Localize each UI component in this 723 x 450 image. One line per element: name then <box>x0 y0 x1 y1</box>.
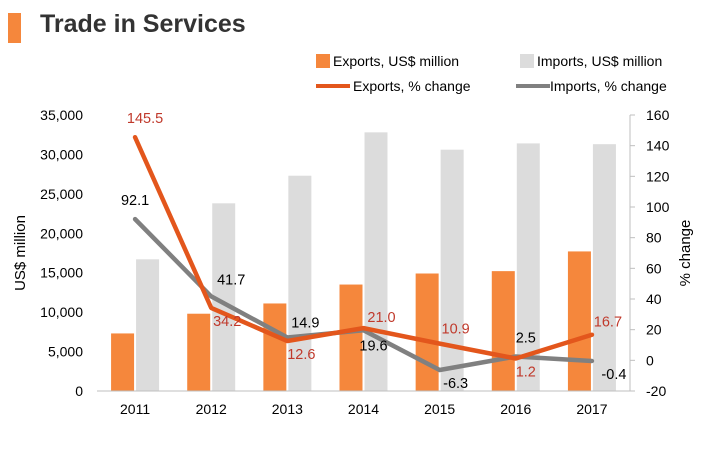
y-axis-title: US$ million <box>12 215 29 291</box>
bar-exports <box>187 313 211 391</box>
data-label-exports-pct: 34.2 <box>213 314 241 330</box>
data-label-imports-pct: 41.7 <box>217 272 245 288</box>
y-tick-label: 20,000 <box>40 225 83 241</box>
data-label-exports-pct: 12.6 <box>287 347 315 363</box>
legend-label-exports-bar: Exports, US$ million <box>333 53 459 69</box>
y2-tick-label: 40 <box>646 291 662 307</box>
legend-swatch-imports-bar <box>520 54 534 68</box>
y-tick-label: 35,000 <box>40 107 83 123</box>
bar-imports <box>592 144 616 391</box>
data-label-exports-pct: 145.5 <box>127 111 163 127</box>
x-tick-label: 2011 <box>120 401 150 417</box>
data-label-imports-pct: 14.9 <box>291 315 319 331</box>
y2-tick-label: 60 <box>646 260 662 276</box>
x-tick-label: 2014 <box>348 401 379 417</box>
legend-label-imports-line: Imports, % change <box>550 78 667 94</box>
bar-exports <box>567 251 591 391</box>
data-label-exports-pct: 10.9 <box>442 322 470 338</box>
y2-tick-label: 160 <box>646 107 670 123</box>
legend: Exports, US$ million Imports, US$ millio… <box>316 53 667 94</box>
bar-imports <box>212 203 236 391</box>
legend-label-imports-bar: Imports, US$ million <box>537 53 662 69</box>
x-tick-label: 2016 <box>500 401 531 417</box>
x-tick-label: 2012 <box>196 401 227 417</box>
y2-axis-title: % change <box>677 220 694 287</box>
data-label-exports-pct: 16.7 <box>594 315 622 331</box>
x-tick-label: 2017 <box>576 401 607 417</box>
y-tick-label: 0 <box>75 383 83 399</box>
data-label-exports-pct: 21.0 <box>367 310 395 326</box>
y2-tick-label: 120 <box>646 168 670 184</box>
y-tick-label: 30,000 <box>40 146 83 162</box>
data-label-exports-pct: 1.2 <box>516 364 536 380</box>
bar-imports <box>516 143 540 391</box>
bar-exports <box>339 284 363 391</box>
y2-tick-label: 20 <box>646 322 662 338</box>
plot-area: 0 5,000 10,000 15,000 20,000 25,000 30,000 35,0… <box>40 107 669 417</box>
page-title: Trade in Services <box>40 10 246 38</box>
data-label-imports-pct: -0.4 <box>601 367 626 383</box>
x-tick-label: 2013 <box>272 401 303 417</box>
y-tick-label: 15,000 <box>40 265 83 281</box>
y2-tick-label: 140 <box>646 138 670 154</box>
y-tick-label: 25,000 <box>40 186 83 202</box>
bar-imports <box>136 259 160 391</box>
y2-tick-label: 80 <box>646 230 662 246</box>
title-accent-bar <box>8 13 21 43</box>
data-label-imports-pct: -6.3 <box>443 376 468 392</box>
bar-exports <box>491 271 515 391</box>
line-exports-pct <box>132 134 595 361</box>
bar-imports <box>440 149 464 391</box>
legend-swatch-exports-bar <box>316 54 330 68</box>
bar-exports <box>415 273 439 391</box>
bar-imports <box>364 132 388 391</box>
y2-tick-label: -20 <box>646 383 666 399</box>
data-label-imports-pct: 2.5 <box>516 331 536 347</box>
legend-label-exports-line: Exports, % change <box>353 78 471 94</box>
bar-exports <box>111 333 135 391</box>
y-tick-label: 10,000 <box>40 304 83 320</box>
y2-tick-label: 100 <box>646 199 670 215</box>
data-label-imports-pct: 19.6 <box>359 338 387 354</box>
data-label-imports-pct: 92.1 <box>121 193 149 209</box>
y2-tick-label: 0 <box>646 352 654 368</box>
bar-exports <box>263 303 287 391</box>
y-tick-label: 5,000 <box>48 344 83 360</box>
x-tick-label: 2015 <box>424 401 455 417</box>
